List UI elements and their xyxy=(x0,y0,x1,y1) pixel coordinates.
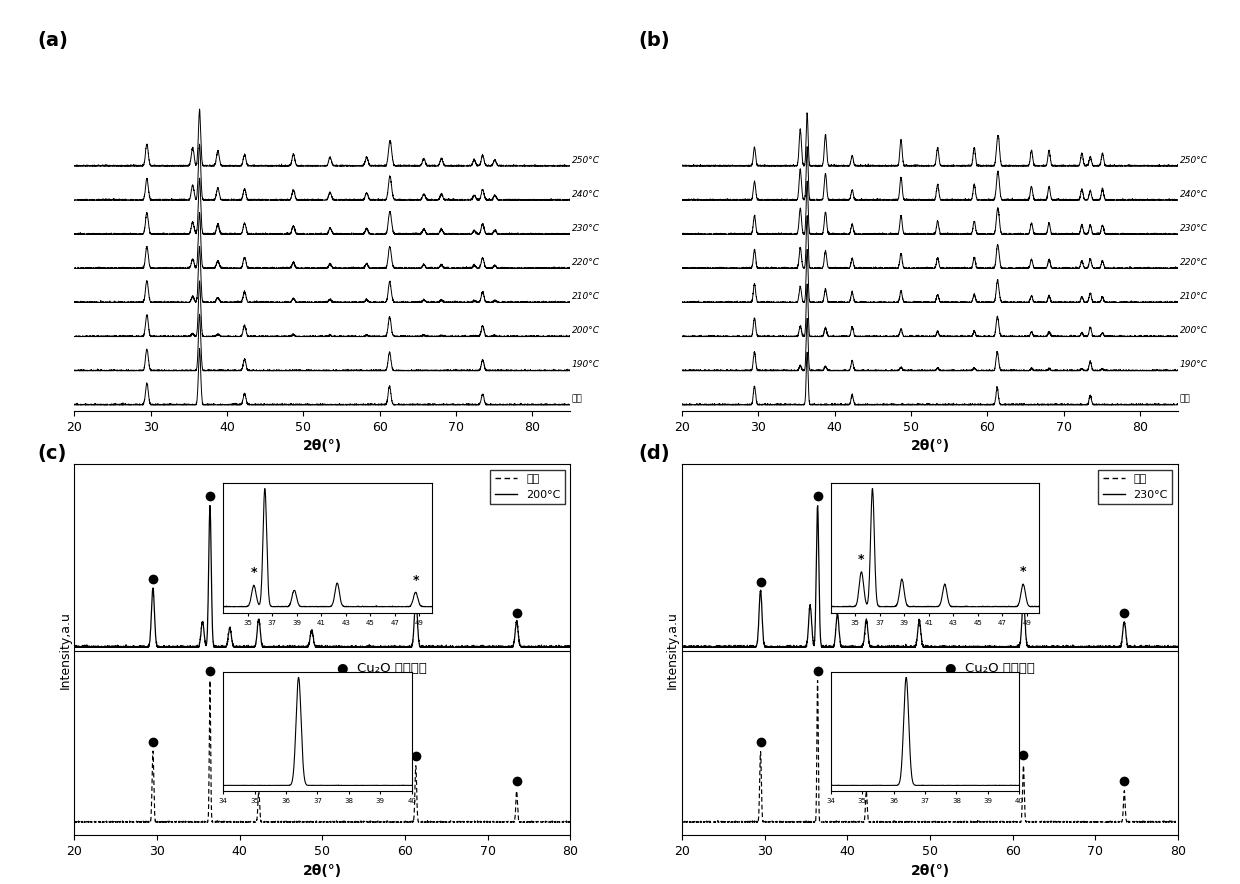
Text: 230°C: 230°C xyxy=(1179,224,1208,233)
X-axis label: 2θ(°): 2θ(°) xyxy=(303,439,342,453)
Text: ●  Cu₂O 的特征峰: ● Cu₂O 的特征峰 xyxy=(945,662,1034,674)
Text: (d): (d) xyxy=(639,444,671,462)
Text: 240°C: 240°C xyxy=(572,190,600,199)
Text: 240°C: 240°C xyxy=(1179,190,1208,199)
X-axis label: 2θ(°): 2θ(°) xyxy=(910,864,950,878)
Legend: 常温, 230°C: 常温, 230°C xyxy=(1099,469,1173,504)
Text: (a): (a) xyxy=(37,31,68,50)
Legend: 常温, 200°C: 常温, 200°C xyxy=(491,469,565,504)
Text: ●  Cu₂O 的特征峰: ● Cu₂O 的特征峰 xyxy=(337,662,427,674)
Y-axis label: Intensity,a.u: Intensity,a.u xyxy=(666,611,680,689)
Text: 210°C: 210°C xyxy=(572,293,600,301)
Text: 230°C: 230°C xyxy=(572,224,600,233)
Text: * CuO 的特征峰: * CuO 的特征峰 xyxy=(337,706,413,720)
Text: 220°C: 220°C xyxy=(1179,258,1208,267)
Text: 190°C: 190°C xyxy=(572,361,600,370)
Text: (c): (c) xyxy=(37,444,67,462)
Text: 200°C: 200°C xyxy=(572,326,600,335)
Text: * CuO 的特征峰: * CuO 的特征峰 xyxy=(945,706,1021,720)
X-axis label: 2θ(°): 2θ(°) xyxy=(303,864,342,878)
Text: 190°C: 190°C xyxy=(1179,361,1208,370)
X-axis label: 2θ(°): 2θ(°) xyxy=(910,439,950,453)
Text: 常温: 常温 xyxy=(572,394,583,404)
Text: 220°C: 220°C xyxy=(572,258,600,267)
Text: 常温: 常温 xyxy=(1179,394,1190,404)
Text: 200°C: 200°C xyxy=(1179,326,1208,335)
Text: 250°C: 250°C xyxy=(572,156,600,164)
Text: 250°C: 250°C xyxy=(1179,156,1208,164)
Text: (b): (b) xyxy=(639,31,671,50)
Y-axis label: Intensity,a.u: Intensity,a.u xyxy=(58,611,72,689)
Text: 210°C: 210°C xyxy=(1179,293,1208,301)
